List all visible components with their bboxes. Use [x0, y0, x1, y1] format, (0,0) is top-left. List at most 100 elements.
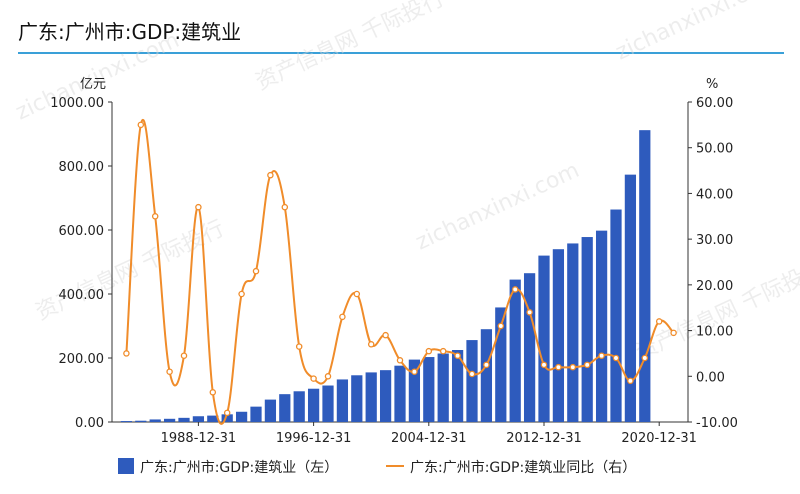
line-layer [123, 118, 677, 425]
bar [221, 414, 233, 422]
legend-line-label: 广东:广州市:GDP:建筑业同比（右） [410, 459, 636, 476]
right-tick-label: 20.00 [696, 279, 733, 294]
yoy-point [598, 352, 605, 359]
x-tick-label: 1988-12-31 [161, 431, 237, 446]
yoy-point [382, 331, 389, 339]
title-rule [18, 52, 784, 54]
yoy-point [267, 171, 274, 179]
yoy-point [123, 350, 130, 357]
yoy-point [497, 322, 505, 330]
yoy-point [137, 121, 145, 129]
legend-layer: 广东:广州市:GDP:建筑业（左） 广东:广州市:GDP:建筑业同比（右） [118, 458, 636, 476]
yoy-point [295, 343, 303, 350]
bar [466, 340, 478, 422]
yoy-point [454, 352, 461, 359]
left-tick-label: 200.00 [59, 352, 105, 367]
bar [567, 243, 579, 422]
bar [379, 370, 392, 422]
bar [480, 329, 493, 422]
bar [495, 307, 507, 422]
left-tick-label: 0.00 [75, 416, 104, 431]
yoy-point [468, 370, 476, 378]
right-tick-label: 50.00 [696, 142, 733, 157]
right-tick-label: 60.00 [696, 96, 733, 111]
bar [120, 421, 133, 422]
right-tick-label: -10.00 [696, 416, 738, 431]
bars-layer [120, 130, 651, 422]
bar [394, 365, 406, 422]
yoy-point [670, 329, 677, 337]
bar [423, 357, 435, 422]
left-tick-label: 400.00 [59, 288, 105, 303]
bar [235, 411, 248, 422]
x-tick-label: 2020-12-31 [621, 431, 697, 446]
right-unit-label: % [706, 77, 718, 92]
yoy-point [540, 361, 548, 369]
bar [178, 417, 190, 422]
bar [135, 420, 147, 422]
yoy-point [281, 203, 289, 211]
bar [595, 230, 608, 422]
yoy-point [166, 368, 173, 375]
left-tick-label: 600.00 [59, 224, 105, 239]
right-tick-label: 10.00 [696, 325, 733, 340]
x-tick-label: 2012-12-31 [506, 431, 582, 446]
watermark-layer: 资产信息网 千际投行 zichanxinxi.com 资产信息网 千际投行 zicha… [12, 0, 800, 365]
bar [639, 130, 651, 422]
x-tick-label: 2004-12-31 [391, 431, 467, 446]
yoy-point [511, 286, 519, 293]
legend-bar-label: 广东:广州市:GDP:建筑业（左） [140, 459, 338, 476]
watermark-text: zichanxinxi.com [612, 0, 783, 65]
yoy-point [367, 341, 375, 348]
yoy-point [195, 203, 202, 211]
right-tick-label: 0.00 [696, 370, 725, 385]
yoy-point [411, 368, 418, 375]
left-tick-label: 1000.00 [50, 96, 104, 111]
yoy-point [151, 213, 159, 220]
yoy-point [569, 363, 577, 371]
right-tick-label: 40.00 [696, 187, 733, 202]
watermark-text: 资产信息网 千际投行 [252, 0, 448, 95]
yoy-point [252, 267, 260, 275]
bar [163, 418, 176, 422]
yoy-point [655, 318, 663, 325]
x-tick-label: 1996-12-31 [276, 431, 352, 446]
bar [610, 209, 622, 422]
legend-bar-swatch [118, 458, 134, 474]
bar [408, 359, 421, 422]
bar [336, 379, 349, 422]
chart-title: 广东:广州市:GDP:建筑业 [18, 20, 242, 44]
yoy-point [180, 352, 188, 359]
bar [581, 237, 593, 422]
left-unit-label: 亿元 [80, 77, 106, 92]
yoy-point [612, 354, 620, 362]
yoy-point [209, 389, 217, 396]
bar [250, 406, 262, 422]
bar [451, 350, 464, 422]
yoy-point [555, 363, 562, 371]
bar [307, 388, 320, 422]
yoy-point [353, 290, 361, 298]
yoy-point [223, 409, 231, 417]
yoy-point [425, 347, 433, 355]
watermark-text: zichanxinxi.com [412, 158, 583, 256]
yoy-point [583, 361, 591, 369]
bar [437, 353, 449, 422]
yoy-point [339, 313, 346, 321]
yoy-point [439, 347, 447, 355]
bar [149, 419, 161, 422]
bar [365, 372, 377, 422]
right-tick-label: 30.00 [696, 233, 733, 248]
left-tick-label: 800.00 [59, 160, 105, 175]
yoy-point [324, 373, 332, 380]
bar [538, 255, 550, 422]
watermark-text: 资产信息网 千际投行 [632, 256, 800, 365]
bar [279, 394, 291, 422]
yoy-point [238, 290, 245, 298]
bar [293, 391, 305, 422]
yoy-point [526, 309, 533, 316]
bar [192, 416, 205, 422]
yoy-point [483, 361, 490, 369]
bar [509, 279, 521, 422]
